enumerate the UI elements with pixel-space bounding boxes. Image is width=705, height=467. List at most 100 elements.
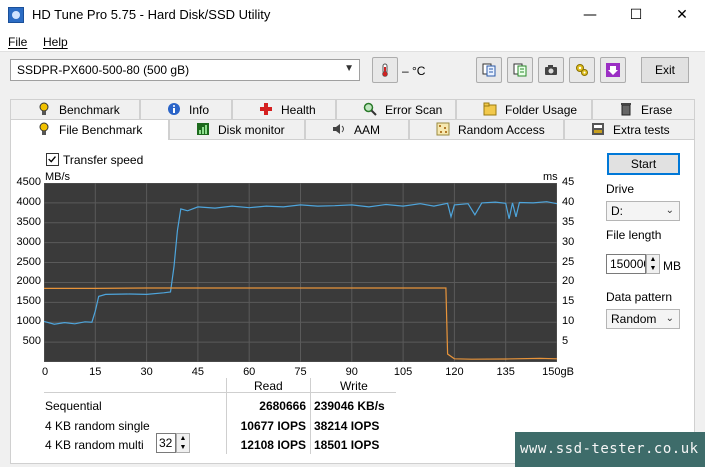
tab-aam-label: AAM	[354, 123, 381, 137]
data-pattern-value: Random	[611, 312, 657, 326]
save-button[interactable]	[600, 57, 626, 83]
spin-down-icon[interactable]: ▼	[179, 444, 187, 451]
tab-disk-monitor-label: Disk monitor	[218, 123, 285, 137]
chevron-down-icon: ⌄	[665, 313, 674, 324]
copy-info-button[interactable]	[476, 57, 502, 83]
tab-extra-tests[interactable]: Extra tests	[564, 119, 695, 139]
tab-folder-usage[interactable]: Folder Usage	[456, 99, 592, 119]
tab-benchmark-label: Benchmark	[59, 103, 120, 117]
y-tick-label-right: 5	[562, 335, 569, 348]
screenshot-button[interactable]	[538, 57, 564, 83]
y-tick-label-left: 3500	[16, 215, 41, 228]
options-button[interactable]	[569, 57, 595, 83]
random-multi-read: 12108 IOPS	[240, 438, 306, 452]
tab-erase-label: Erase	[641, 103, 673, 117]
results-header-divider	[44, 392, 396, 393]
y-tick-label-right: 45	[562, 176, 575, 188]
menu-help[interactable]: Help	[43, 35, 68, 49]
right-axis-unit: ms	[543, 171, 558, 183]
menu-bar	[0, 30, 705, 52]
y-tick-label-right: 30	[562, 235, 575, 248]
close-button[interactable]: ✕	[676, 7, 688, 23]
data-pattern-label: Data pattern	[606, 290, 673, 304]
tab-aam[interactable]: AAM	[305, 119, 409, 139]
drive-select[interactable]: SSDPR-PX600-500-80 (500 gB) ▼	[10, 59, 360, 81]
y-tick-label-right: 15	[562, 295, 575, 308]
queue-depth-stepper[interactable]: ▲ ▼	[176, 433, 190, 453]
camera-icon	[545, 65, 557, 75]
spin-up-icon[interactable]: ▲	[179, 435, 187, 442]
y-tick-label-right: 25	[562, 255, 575, 268]
sequential-read: 2680666	[259, 399, 306, 413]
benchmark-chart	[43, 182, 558, 363]
file-length-unit: MB	[663, 259, 681, 273]
drive-letter-value: D:	[611, 204, 623, 218]
read-header: Read	[254, 379, 283, 393]
options-icon	[576, 64, 588, 76]
tab-file-benchmark[interactable]: File Benchmark	[10, 119, 169, 140]
copy-all-button[interactable]	[507, 57, 533, 83]
y-tick-label-left: 1500	[16, 295, 41, 308]
transfer-speed-label: Transfer speed	[63, 153, 144, 167]
benchmark-chart-svg	[43, 182, 558, 363]
random-single-read: 10677 IOPS	[240, 419, 306, 433]
x-tick-label: 60	[243, 366, 256, 378]
random-multi-write: 18501 IOPS	[314, 438, 380, 452]
tab-info-label: Info	[189, 103, 210, 117]
left-axis-unit: MB/s	[45, 171, 71, 183]
file-length-stepper[interactable]: ▲ ▼	[646, 254, 660, 274]
random-single-write: 38214 IOPS	[314, 419, 380, 433]
sequential-label: Sequential	[45, 399, 102, 413]
start-button[interactable]: Start	[607, 153, 680, 175]
file-length-label: File length	[606, 228, 662, 242]
copy-info-icon	[482, 63, 496, 77]
drive-letter-select[interactable]: D: ⌄	[606, 201, 680, 221]
x-tick-label: 75	[294, 366, 307, 378]
results-col-divider-2	[310, 378, 311, 454]
tab-health[interactable]: Health	[232, 99, 336, 119]
tab-extra-tests-label: Extra tests	[613, 123, 670, 137]
disk-monitor-icon	[197, 123, 209, 135]
random-access-icon	[436, 122, 450, 136]
tab-info[interactable]: Info	[140, 99, 232, 119]
tab-benchmark[interactable]: Benchmark	[10, 99, 140, 119]
queue-depth-input[interactable]: 32	[156, 433, 176, 453]
random-multi-label: 4 KB random multi	[45, 438, 144, 452]
tab-error-scan[interactable]: Error Scan	[336, 99, 456, 119]
download-arrow-icon	[606, 63, 620, 77]
write-header: Write	[340, 379, 368, 393]
menu-file[interactable]: File	[8, 35, 27, 49]
y-tick-label-left: 1000	[16, 315, 41, 328]
spin-up-icon[interactable]: ▲	[649, 256, 657, 263]
tab-random-access[interactable]: Random Access	[409, 119, 564, 139]
watermark-banner	[515, 432, 705, 467]
tab-disk-monitor[interactable]: Disk monitor	[169, 119, 305, 139]
transfer-speed-checkbox[interactable]	[46, 153, 59, 166]
spin-down-icon[interactable]: ▼	[649, 265, 657, 272]
y-tick-label-left: 2500	[16, 255, 41, 268]
speaker-icon	[333, 124, 344, 134]
benchmark-icon	[39, 102, 49, 115]
y-tick-label-right: 40	[562, 195, 575, 208]
temperature-button[interactable]	[372, 57, 398, 83]
file-length-input[interactable]: 150000	[606, 254, 646, 274]
y-tick-label-left: 3000	[16, 235, 41, 248]
sequential-write: 239046 KB/s	[314, 399, 385, 413]
exit-button[interactable]: Exit	[641, 57, 689, 83]
minimize-button[interactable]: —	[583, 7, 597, 23]
app-icon	[8, 7, 24, 23]
y-tick-label-right: 20	[562, 275, 575, 288]
title-bar	[0, 0, 705, 30]
info-icon	[168, 103, 180, 115]
chevron-down-icon: ▼	[344, 63, 354, 74]
data-pattern-select[interactable]: Random ⌄	[606, 309, 680, 329]
maximize-button[interactable]: ☐	[629, 7, 643, 23]
tab-erase[interactable]: Erase	[592, 99, 695, 119]
chevron-down-icon: ⌄	[665, 205, 674, 216]
tab-random-access-label: Random Access	[458, 123, 545, 137]
x-tick-label: 30	[140, 366, 153, 378]
x-tick-label: 45	[191, 366, 205, 378]
window-title: HD Tune Pro 5.75 - Hard Disk/SSD Utility	[32, 7, 271, 22]
magnifier-icon	[363, 102, 377, 116]
y-tick-label-right: 10	[562, 315, 575, 328]
